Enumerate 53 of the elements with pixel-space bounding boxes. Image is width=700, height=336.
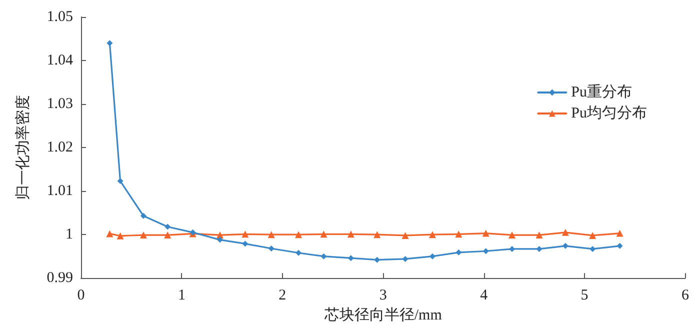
point <box>508 232 516 239</box>
point <box>428 231 436 238</box>
point <box>562 242 568 249</box>
x-tick-label: 3 <box>379 288 387 304</box>
point <box>140 212 146 219</box>
point <box>140 232 147 239</box>
point <box>562 228 569 236</box>
y-tick-label: 1.02 <box>46 140 73 156</box>
point <box>455 230 462 238</box>
x-tick-label: 6 <box>682 288 690 304</box>
y-tick-label: 0.99 <box>46 270 73 286</box>
point <box>106 40 113 46</box>
point <box>164 224 171 230</box>
point <box>268 231 275 238</box>
y-tick-label: 1.05 <box>46 9 73 25</box>
point <box>536 232 543 239</box>
point <box>590 246 596 252</box>
point <box>482 230 490 237</box>
point <box>402 256 408 262</box>
y-tick-label: 1.03 <box>46 96 73 112</box>
point <box>429 253 436 260</box>
x-tick-label: 1 <box>178 288 186 304</box>
point <box>216 236 223 243</box>
point <box>536 246 542 252</box>
point <box>348 255 354 262</box>
point <box>106 230 114 238</box>
y-tick-label: 1.01 <box>46 183 73 200</box>
point <box>374 231 381 238</box>
point <box>320 253 327 260</box>
y-tick-label: 1 <box>66 226 73 243</box>
point <box>616 242 623 249</box>
point <box>402 232 409 239</box>
point <box>242 240 248 247</box>
point <box>295 231 302 238</box>
x-tick-label: 2 <box>278 288 286 304</box>
point <box>296 250 302 256</box>
legend-label: Pu重分布 <box>571 84 632 100</box>
point <box>242 230 249 238</box>
point <box>616 230 624 237</box>
x-tick-label: 0 <box>77 288 85 304</box>
point <box>347 230 354 238</box>
point <box>164 232 172 239</box>
x-axis-title: 芯块径向半径/mm <box>323 306 442 324</box>
x-tick-label: 5 <box>580 288 588 304</box>
x-tick-label: 4 <box>480 288 488 304</box>
point <box>320 230 328 238</box>
point <box>268 246 274 252</box>
y-tick-label: 1.04 <box>46 52 74 69</box>
point <box>117 178 124 184</box>
legend-label: Pu均匀分布 <box>571 104 647 122</box>
point <box>116 232 124 240</box>
point <box>589 232 596 239</box>
y-axis-title: 归一化功率密度 <box>14 95 32 200</box>
